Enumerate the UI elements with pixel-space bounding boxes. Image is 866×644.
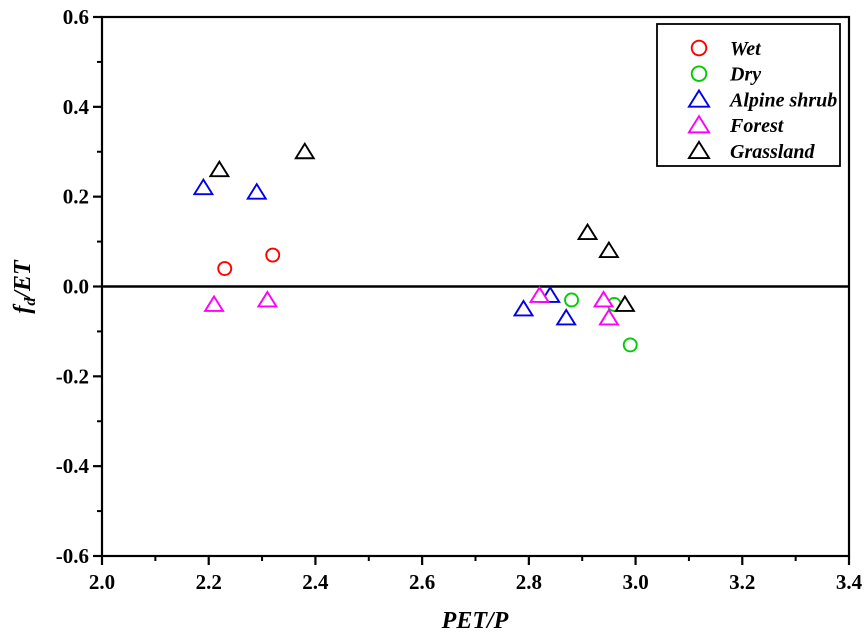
series-wet <box>217 247 281 276</box>
x-tick-label: 2.4 <box>302 570 329 594</box>
y-axis-label-main: f <box>10 304 36 314</box>
data-point-grassland <box>208 159 231 178</box>
legend-marker-forest <box>687 114 711 134</box>
data-point-wet <box>217 261 233 276</box>
legend-item-wet: Wet <box>690 38 762 60</box>
legend-marker-wet <box>690 39 708 57</box>
x-tick-label: 2.8 <box>516 570 542 594</box>
data-series <box>192 141 638 353</box>
x-tick-label: 3.0 <box>622 570 648 594</box>
legend-item-dry: Dry <box>690 64 761 86</box>
y-axis-label-rest: /ET <box>10 259 36 300</box>
data-point-alpine-shrub <box>512 299 535 317</box>
legend-label-grassland: Grassland <box>730 141 815 163</box>
y-tick-label: -0.6 <box>56 544 89 568</box>
legend-box <box>656 23 841 167</box>
data-point-alpine-shrub <box>246 182 268 200</box>
legend-label-dry: Dry <box>729 64 761 86</box>
y-tick-label: -0.4 <box>56 454 90 478</box>
x-tick-label: 2.2 <box>196 570 222 594</box>
data-point-forest <box>256 290 279 308</box>
y-tick-label: 0.4 <box>63 95 90 119</box>
data-point-forest <box>598 308 620 326</box>
data-point-forest <box>592 290 615 308</box>
y-tick-label: 0.6 <box>63 5 89 29</box>
legend-marker-grassland <box>687 140 711 160</box>
data-point-dry <box>564 292 579 308</box>
y-tick-label: 0.2 <box>63 185 89 209</box>
legend-label-alpine-shrub: Alpine shrub <box>728 89 837 111</box>
y-tick-label: 0.0 <box>63 275 89 299</box>
legend-label-forest: Forest <box>729 115 785 137</box>
data-point-wet <box>265 247 281 263</box>
legend-marker-alpine-shrub <box>687 88 711 108</box>
x-tick-label: 3.4 <box>836 570 863 594</box>
y-axis-label: fd/ET <box>10 259 39 314</box>
data-point-grassland <box>294 141 316 160</box>
data-point-grassland <box>614 294 636 312</box>
x-axis-ticks: 2.0 2.2 2.4 2.6 2.8 3.0 3.2 3.4 <box>89 556 863 594</box>
y-tick-label: -0.2 <box>56 364 89 388</box>
x-tick-label: 3.2 <box>729 570 755 594</box>
data-point-grassland <box>598 240 620 259</box>
series-grassland <box>208 141 636 312</box>
legend-item-forest: Forest <box>687 114 785 137</box>
data-point-forest <box>203 294 225 312</box>
legend-item-alpine-shrub: Alpine shrub <box>687 88 837 111</box>
data-point-forest <box>528 285 551 303</box>
data-point-dry <box>622 337 638 353</box>
legend-label-wet: Wet <box>730 38 762 60</box>
data-point-grassland <box>576 222 599 241</box>
y-axis-ticks: 0.6 0.4 0.2 0.0 -0.2 -0.4 -0.6 <box>56 5 102 568</box>
data-point-alpine-shrub <box>555 308 577 326</box>
series-forest <box>203 285 620 326</box>
x-tick-label: 2.0 <box>89 570 115 594</box>
y-axis-label-sub: d <box>22 297 39 306</box>
legend-item-grassland: Grassland <box>687 140 815 163</box>
x-axis-label: PET/P <box>441 608 509 634</box>
series-alpine-shrub <box>192 177 577 326</box>
legend-marker-dry <box>690 65 708 82</box>
data-point-alpine-shrub <box>192 177 215 196</box>
x-tick-label: 2.6 <box>409 570 435 594</box>
legend: Wet Dry Alpine shrub Forest Grassland <box>656 23 841 167</box>
